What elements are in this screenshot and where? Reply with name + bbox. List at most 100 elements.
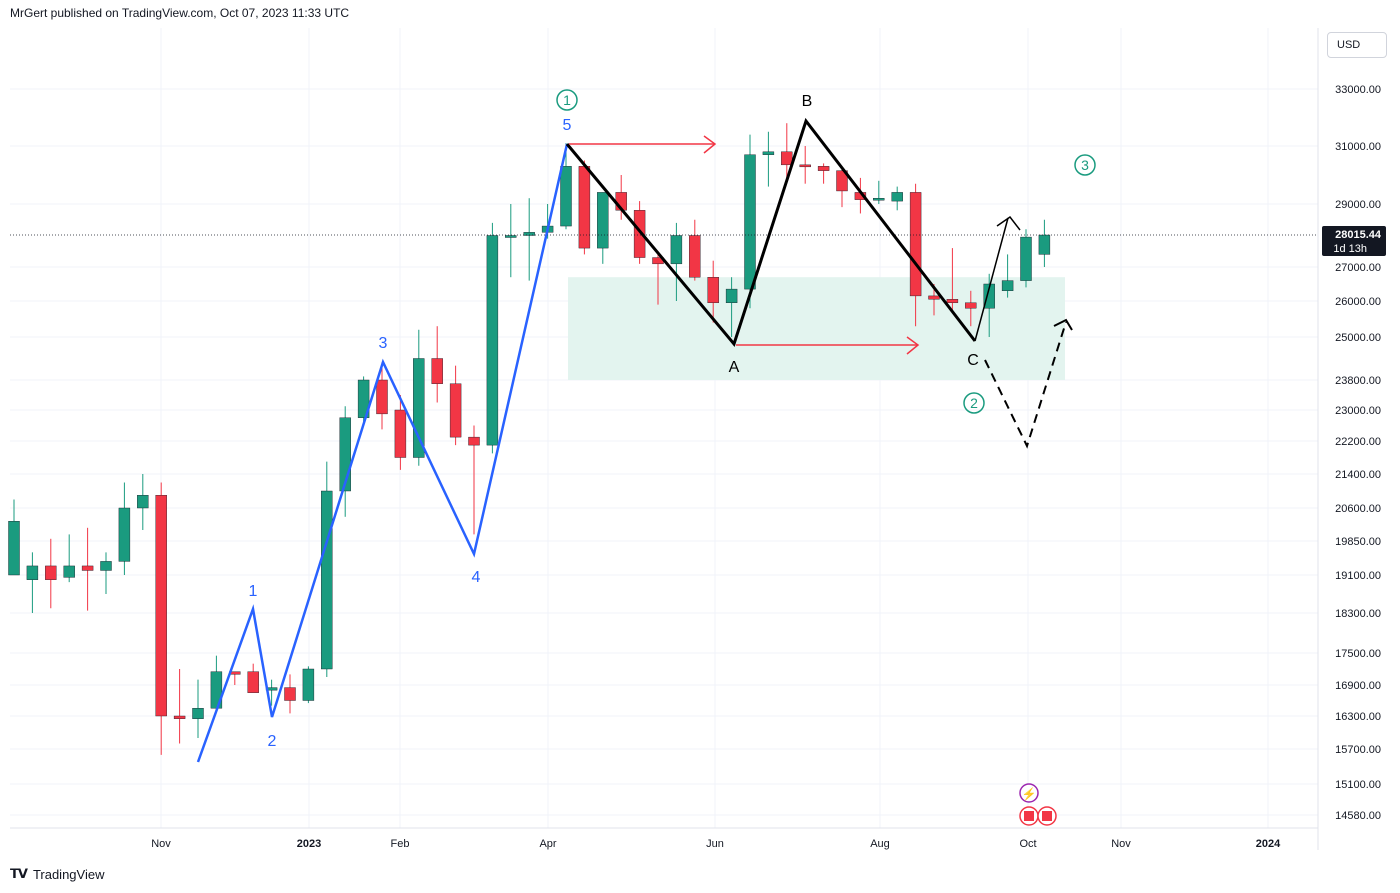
candle-body — [891, 192, 903, 202]
time-axis: Nov 2023 Feb Apr Jun Aug Oct Nov 2024 — [151, 838, 1281, 850]
price-tick-label: 27000.00 — [1335, 262, 1381, 274]
candle — [873, 180, 885, 204]
candle-body — [321, 490, 333, 670]
candle-body — [137, 495, 149, 509]
candle — [8, 499, 20, 576]
candle — [394, 395, 407, 470]
candle — [376, 362, 388, 430]
time-tick-label: 2024 — [1256, 838, 1281, 850]
candle — [523, 198, 535, 281]
correction-label: B — [802, 93, 813, 110]
price-tick-label: 26000.00 — [1335, 296, 1381, 308]
candle — [836, 166, 848, 208]
candle — [799, 146, 811, 184]
candle — [946, 248, 959, 312]
event-lightning-icon — [1019, 783, 1039, 803]
candle-body — [799, 164, 811, 168]
correction-wave-line — [565, 117, 977, 348]
candle-body — [118, 507, 131, 562]
flag-glyph — [1042, 811, 1052, 821]
wave-label: 4 — [472, 569, 481, 586]
projection-arrowhead — [996, 215, 1021, 231]
correction-label: A — [729, 359, 740, 376]
candle-body — [155, 495, 167, 717]
candle-body — [449, 383, 462, 438]
candle — [26, 552, 39, 613]
support-zone-rect — [568, 277, 1065, 380]
circled-wave-marker — [556, 89, 578, 111]
price-tick-label: 25000.00 — [1335, 332, 1381, 344]
price-tick-label: 29000.00 — [1335, 199, 1381, 211]
candle — [173, 669, 186, 744]
candle-body — [873, 197, 885, 201]
candle-body — [394, 409, 407, 458]
candle-body — [505, 235, 517, 238]
price-axis: 33000.00 31000.00 29000.00 27000.00 26000.00… — [1322, 84, 1386, 822]
publisher-header: MrGert published on TradingView.com, Oct… — [10, 6, 350, 20]
candle-body — [468, 436, 480, 446]
tradingview-logo-icon: 𝗧𝗩 — [10, 866, 28, 881]
candle-body — [762, 151, 775, 155]
time-tick-label: Oct — [1019, 838, 1036, 850]
flag-glyph — [1024, 811, 1034, 821]
price-tick-label: 15100.00 — [1335, 779, 1381, 791]
candle — [891, 186, 903, 211]
currency-selector[interactable]: USD — [1327, 32, 1387, 58]
last-price-tag — [1322, 226, 1386, 257]
price-tick-label: 33000.00 — [1335, 84, 1381, 96]
lightning-glyph: ⚡ — [1022, 787, 1037, 801]
candle-body — [302, 668, 315, 701]
countdown-value: 1d 13h — [1333, 243, 1367, 255]
candle-body — [836, 170, 848, 192]
candle-body — [781, 151, 793, 166]
candle — [45, 538, 57, 609]
circled-wave-marker — [1074, 154, 1096, 176]
impulse-wave-line — [196, 143, 569, 763]
time-tick-label: Nov — [1111, 838, 1131, 850]
wave-label: 2 — [268, 733, 277, 750]
candle-body — [560, 166, 572, 227]
price-tick-label: 16900.00 — [1335, 680, 1381, 692]
candle — [578, 160, 591, 255]
candle-body — [247, 671, 259, 693]
projection-dashed-arrowhead — [1053, 318, 1073, 331]
candle-body — [523, 232, 535, 236]
price-tick-label: 31000.00 — [1335, 141, 1381, 153]
candle-body — [578, 166, 591, 249]
wave-label: 3 — [379, 335, 388, 352]
candle — [137, 474, 149, 530]
candle — [560, 143, 572, 230]
candle — [670, 222, 683, 301]
candle-body — [26, 565, 39, 580]
candle-body — [928, 295, 940, 300]
candle-body — [100, 561, 112, 571]
candle — [909, 183, 922, 327]
price-tick-label: 18300.00 — [1335, 608, 1381, 620]
support-zone — [568, 277, 1065, 380]
candle-body — [339, 417, 351, 492]
candle-body — [725, 288, 738, 304]
candle — [321, 461, 333, 677]
last-price-value: 28015.44 — [1335, 229, 1382, 241]
candle-body — [946, 299, 959, 303]
footer-brand[interactable]: 𝗧𝗩 TradingView — [10, 866, 104, 882]
candle-body — [1020, 236, 1032, 281]
price-tick-label: 23000.00 — [1335, 405, 1381, 417]
circled-wave-label: 2 — [970, 395, 978, 411]
candle-body — [670, 235, 683, 265]
price-tick-label: 23800.00 — [1335, 375, 1381, 387]
wave-label: 1 — [249, 583, 258, 600]
target-arrowhead-top — [703, 135, 717, 154]
candle-body — [707, 277, 719, 304]
candle — [302, 666, 315, 704]
time-tick-label: Nov — [151, 838, 171, 850]
candle — [505, 204, 517, 278]
circled-wave-marker — [963, 392, 985, 414]
candle — [983, 273, 995, 337]
candle-body — [689, 235, 701, 278]
price-tick-label: 20600.00 — [1335, 503, 1381, 515]
candle-body — [486, 235, 499, 446]
candle-body — [81, 565, 94, 571]
candle-body — [983, 283, 995, 309]
